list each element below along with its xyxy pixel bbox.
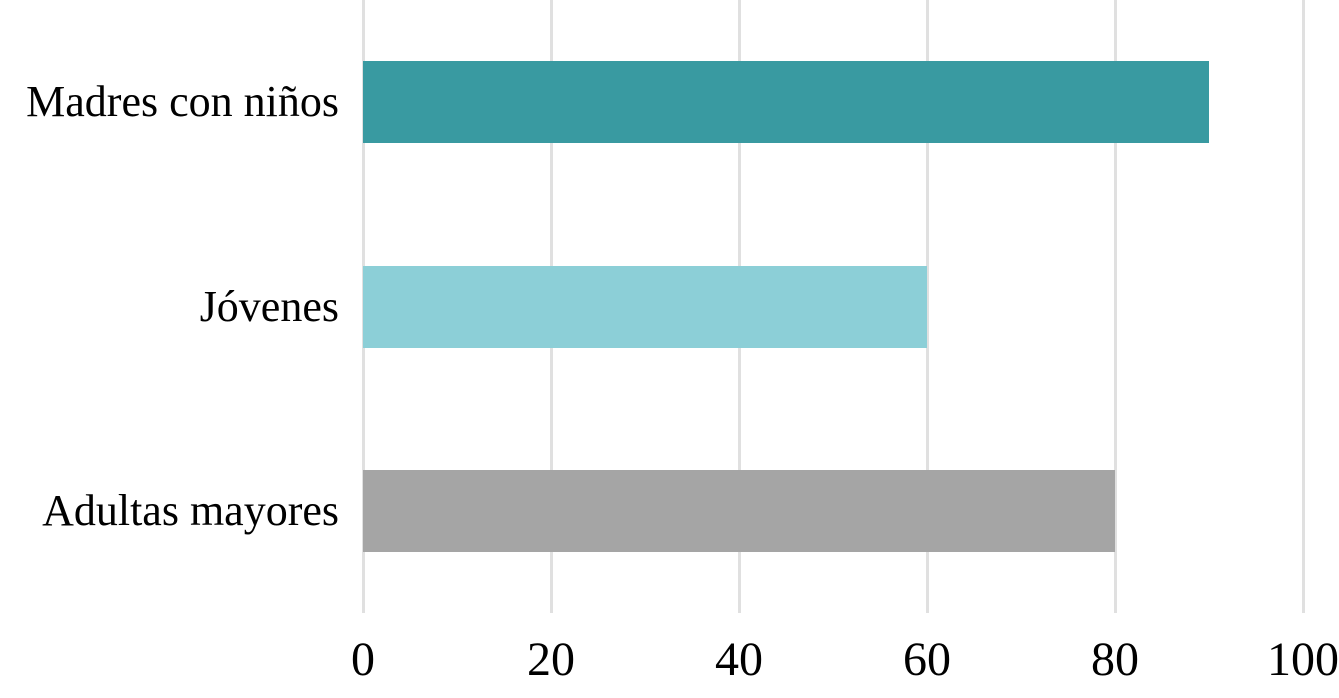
gridline-100 [1301,0,1305,613]
gridline-60 [925,0,929,613]
bar-adultas-mayores [363,470,1115,552]
x-axis-tick-label-0: 0 [351,633,375,686]
category-label-jovenes: Jóvenes [199,282,339,331]
category-label-adultas-mayores: Adultas mayores [42,486,339,535]
plot-area [361,0,1305,613]
x-axis-tick-label-20: 20 [527,633,575,686]
category-label-madres-con-ninos: Madres con niños [26,77,339,126]
x-axis-tick-label-40: 40 [715,633,763,686]
gridline-80 [1113,0,1117,613]
x-axis-tick-label-100: 100 [1267,633,1339,686]
bar-madres-con-ninos [363,61,1209,143]
x-axis-tick-label-60: 60 [903,633,951,686]
x-axis-tick-label-80: 80 [1091,633,1139,686]
bar-jovenes [363,266,927,348]
